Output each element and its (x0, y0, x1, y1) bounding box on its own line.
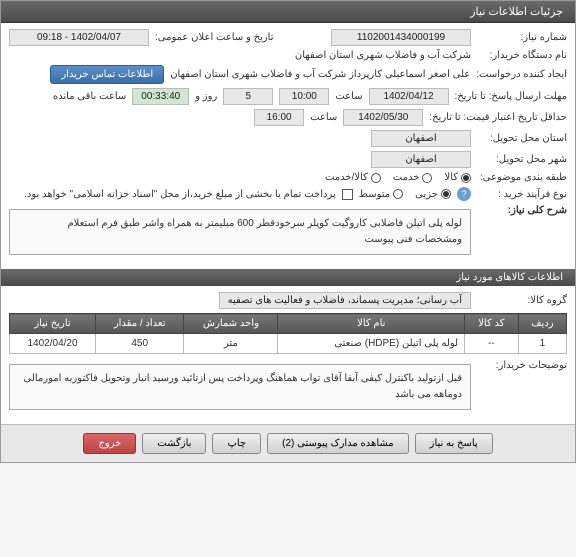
title-label: شرح کلی نیاز: (477, 205, 567, 216)
th-date: تاریخ نیاز (10, 314, 96, 334)
deadline-label: مهلت ارسال پاسخ: تا تاریخ: (455, 91, 567, 102)
sub-header-title: اطلاعات کالاهای مورد نیاز (456, 272, 563, 283)
radio-joz[interactable]: جزیی (415, 189, 451, 200)
exit-button[interactable]: خروج (83, 433, 136, 454)
validity-time-label: ساعت (310, 112, 337, 123)
radio-joz-dot (441, 189, 451, 199)
remaining-label: ساعت باقی مانده (53, 91, 126, 102)
remaining-value: 00:33:40 (132, 88, 189, 105)
td-name: لوله پلی اتیلن (HDPE) صنعتی (278, 334, 465, 354)
td-unit: متر (184, 334, 278, 354)
table-header-row: ردیف کد کالا نام کالا واحد شمارش تعداد /… (10, 314, 567, 334)
validity-label: حداقل تاریخ اعتبار قیمت: تا تاریخ: (429, 112, 567, 123)
payment-note: پرداخت تمام یا بخشی از مبلغ خرید،از محل … (24, 189, 336, 200)
radio-both[interactable]: کالا/خدمت (325, 172, 381, 183)
goods-table: ردیف کد کالا نام کالا واحد شمارش تعداد /… (9, 313, 567, 354)
radio-mot[interactable]: متوسط (359, 189, 403, 200)
panel-title: جزئیات اطلاعات نیاز (470, 6, 563, 18)
print-button[interactable]: چاپ (212, 433, 261, 454)
city2-label: شهر محل تحویل: (477, 154, 567, 165)
footer-buttons: پاسخ به نیاز مشاهده مدارک پیوستی (2) چاپ… (1, 424, 575, 462)
row-group: گروه کالا: آب رسانی؛ مدیریت پسماند، فاضل… (9, 292, 567, 309)
need-number-label: شماره نیاز: (477, 32, 567, 43)
th-name: نام کالا (278, 314, 465, 334)
org-value: شرکت آب و فاضلاب شهری استان اصفهان (295, 50, 471, 61)
radio-both-label: کالا/خدمت (325, 172, 368, 183)
city-value: اصفهان (371, 130, 471, 147)
row-process: نوع فرآیند خرید : ? جزیی متوسط پرداخت تم… (9, 187, 567, 201)
announce-label: تاریخ و ساعت اعلان عمومی: (155, 32, 325, 43)
category-label: طبقه بندی موضوعی: (477, 172, 567, 183)
row-category: طبقه بندی موضوعی: کالا خدمت کالا/خدمت (9, 172, 567, 183)
announce-value: 1402/04/07 - 09:18 (9, 29, 149, 46)
buyer-note-label: توضیحات خریدار: (477, 360, 567, 371)
main-section: شماره نیاز: 1102001434000199 تاریخ و ساع… (1, 23, 575, 269)
row-need-number: شماره نیاز: 1102001434000199 تاریخ و ساع… (9, 29, 567, 46)
radio-mot-dot (393, 189, 403, 199)
radio-both-dot (371, 173, 381, 183)
need-number-value: 1102001434000199 (331, 29, 471, 46)
back-button[interactable]: بازگشت (142, 433, 206, 454)
sub-header: اطلاعات کالاهای مورد نیاز (1, 269, 575, 286)
contact-button[interactable]: اطلاعات تماس خریدار (50, 65, 164, 84)
help-icon[interactable]: ? (457, 187, 471, 201)
row-validity: حداقل تاریخ اعتبار قیمت: تا تاریخ: 1402/… (9, 109, 567, 126)
group-label: گروه کالا: (477, 295, 567, 306)
deadline-date: 1402/04/12 (369, 88, 449, 105)
org-label: نام دستگاه خریدار: (477, 50, 567, 61)
td-code: -- (465, 334, 519, 354)
creator-label: ایجاد کننده درخواست: (476, 69, 567, 80)
row-deadline: مهلت ارسال پاسخ: تا تاریخ: 1402/04/12 سا… (9, 88, 567, 105)
row-city2: شهر محل تحویل: اصفهان (9, 151, 567, 168)
group-value: آب رسانی؛ مدیریت پسماند، فاضلاب و فعالیت… (219, 292, 471, 309)
process-label: نوع فرآیند خرید : (477, 189, 567, 200)
radio-khedmat-label: خدمت (393, 172, 420, 183)
days-label: روز و (195, 91, 217, 102)
payment-checkbox[interactable] (342, 189, 353, 200)
deadline-time-label: ساعت (335, 91, 362, 102)
validity-date: 1402/05/30 (343, 109, 423, 126)
details-panel: جزئیات اطلاعات نیاز شماره نیاز: 11020014… (0, 0, 576, 463)
radio-kala[interactable]: کالا (444, 172, 471, 183)
days-value: 5 (223, 88, 273, 105)
td-date: 1402/04/20 (10, 334, 96, 354)
th-qty: تعداد / مقدار (96, 314, 184, 334)
title-text: لوله پلی اتیلن فاضلابی کاروگیت کوپلر سرخ… (9, 209, 471, 255)
radio-kala-dot (461, 173, 471, 183)
radio-joz-label: جزیی (415, 189, 438, 200)
row-creator: ایجاد کننده درخواست: علی اصغر اسماعیلی ک… (9, 65, 567, 84)
reply-button[interactable]: پاسخ به نیاز (415, 433, 493, 454)
row-buyer-note: توضیحات خریدار: قبل ازتولید باکنترل کیفی… (9, 360, 567, 414)
radio-khedmat[interactable]: خدمت (393, 172, 433, 183)
radio-mot-label: متوسط (359, 189, 390, 200)
deadline-time: 10:00 (279, 88, 329, 105)
radio-khedmat-dot (422, 173, 432, 183)
creator-value: علی اصغر اسماعیلی کارپرداز شرکت آب و فاض… (170, 69, 470, 80)
buyer-note-text: قبل ازتولید باکنترل کیفی آبفا آقای تواب … (9, 364, 471, 410)
category-radios: کالا خدمت کالا/خدمت (325, 172, 471, 183)
radio-kala-label: کالا (444, 172, 458, 183)
row-city: استان محل تحویل: اصفهان (9, 130, 567, 147)
city2-value: اصفهان (371, 151, 471, 168)
attachments-button[interactable]: مشاهده مدارک پیوستی (2) (267, 433, 409, 454)
td-row: 1 (518, 334, 566, 354)
process-radios: جزیی متوسط (359, 189, 451, 200)
td-qty: 450 (96, 334, 184, 354)
validity-time: 16:00 (254, 109, 304, 126)
table-row[interactable]: 1 -- لوله پلی اتیلن (HDPE) صنعتی متر 450… (10, 334, 567, 354)
row-org: نام دستگاه خریدار: شرکت آب و فاضلاب شهری… (9, 50, 567, 61)
goods-section: گروه کالا: آب رسانی؛ مدیریت پسماند، فاضل… (1, 286, 575, 424)
row-title: شرح کلی نیاز: لوله پلی اتیلن فاضلابی کار… (9, 205, 567, 259)
th-unit: واحد شمارش (184, 314, 278, 334)
panel-header: جزئیات اطلاعات نیاز (1, 1, 575, 23)
th-row: ردیف (518, 314, 566, 334)
th-code: کد کالا (465, 314, 519, 334)
city-label: استان محل تحویل: (477, 133, 567, 144)
